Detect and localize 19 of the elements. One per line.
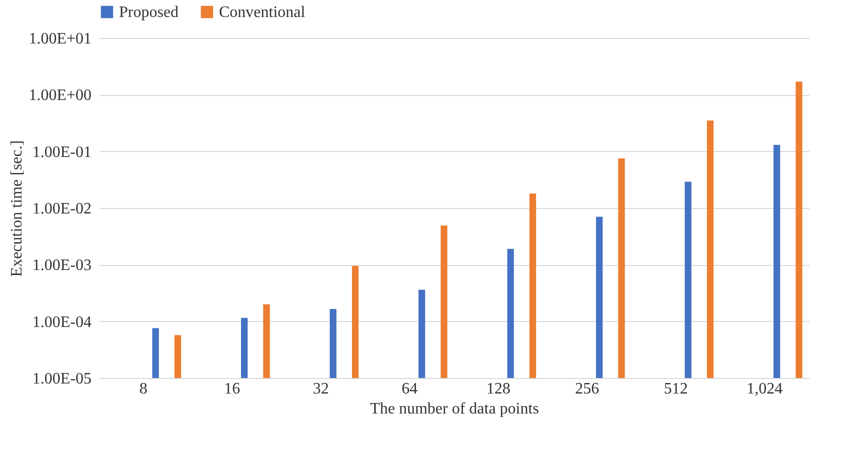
x-tick-label: 256 [575,380,600,398]
x-tick-label: 32 [312,380,329,398]
y-tick-label: 1.00E+00 [28,87,92,104]
y-tick-label: 1.00E-02 [32,200,92,218]
x-tick-label: 16 [224,380,240,398]
y-axis-title: Execution time [sec.] [8,140,26,277]
x-tick-label: 64 [402,380,418,398]
x-axis-title: The number of data points [370,400,539,418]
x-tick-label: 1,024 [746,380,783,398]
y-tick-label: 1.00E+01 [28,30,92,48]
legend-label: Proposed [119,4,179,21]
x-tick-label: 128 [486,380,510,398]
legend-label: Conventional [219,4,306,21]
y-tick-label: 1.00E-05 [32,370,92,388]
y-tick-label: 1.00E-03 [32,257,92,274]
y-tick-label: 1.00E-01 [32,144,92,161]
y-tick-label: 1.00E-04 [32,314,92,331]
x-tick-label: 512 [664,380,688,398]
x-tick-label: 8 [139,380,148,398]
